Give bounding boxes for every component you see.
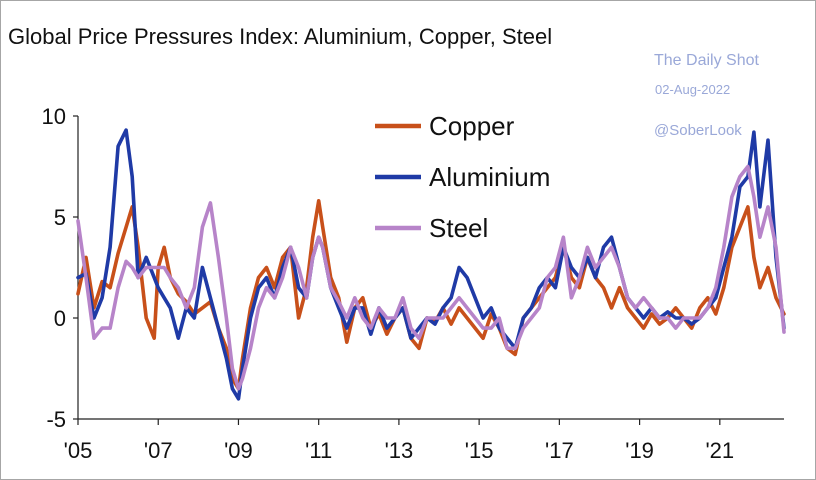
watermark-handle: @SoberLook [654,122,742,139]
legend-label-steel: Steel [429,213,488,243]
x-tick-label: '15 [465,438,494,463]
x-tick-label: '21 [705,438,734,463]
x-tick-label: '11 [305,438,332,463]
legend-label-copper: Copper [429,111,515,141]
y-tick-label: -5 [46,407,66,432]
axes: 10 5 0 -5 '05 '07 '09 '11 '13 '15 '17 '19 '21 [42,104,784,463]
watermark-date: 02-Aug-2022 [655,82,731,97]
x-tick-label: '13 [385,438,414,463]
y-tick-label: 10 [42,104,66,129]
y-tick-label: 0 [54,306,66,331]
series-line-steel [76,164,786,391]
legend: Copper Aluminium Steel [375,111,550,243]
x-tick-label: '19 [625,438,654,463]
y-tick-label: 5 [54,205,66,230]
chart-title: Global Price Pressures Index: Aluminium,… [8,24,553,49]
series-group [76,128,786,401]
legend-label-aluminium: Aluminium [429,162,550,192]
x-tick-label: '05 [64,438,93,463]
watermark-source: The Daily Shot [654,52,759,69]
x-tick-label: '09 [224,438,253,463]
x-tick-label: '17 [545,438,574,463]
series-line-aluminium [76,128,786,401]
x-tick-label: '07 [144,438,173,463]
